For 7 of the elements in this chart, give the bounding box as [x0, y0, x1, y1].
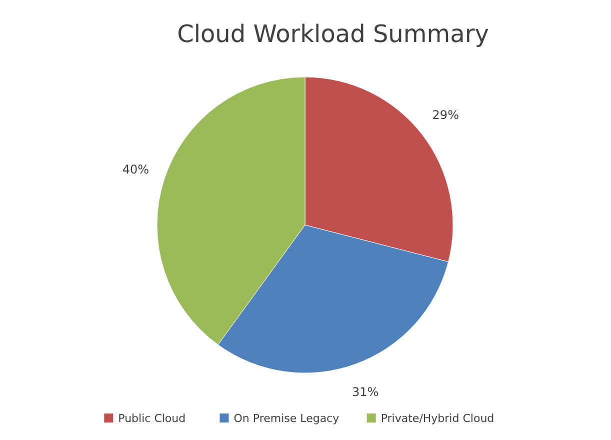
data-label: 40%: [122, 162, 150, 176]
legend-label: Private/Hybrid Cloud: [380, 412, 494, 426]
legend-label: Public Cloud: [118, 412, 186, 426]
data-label: 31%: [352, 384, 379, 399]
data-label: 29%: [432, 108, 459, 122]
legend-label: On Premise Legacy: [234, 412, 340, 426]
chart-title: Cloud Workload Summary: [177, 20, 489, 48]
